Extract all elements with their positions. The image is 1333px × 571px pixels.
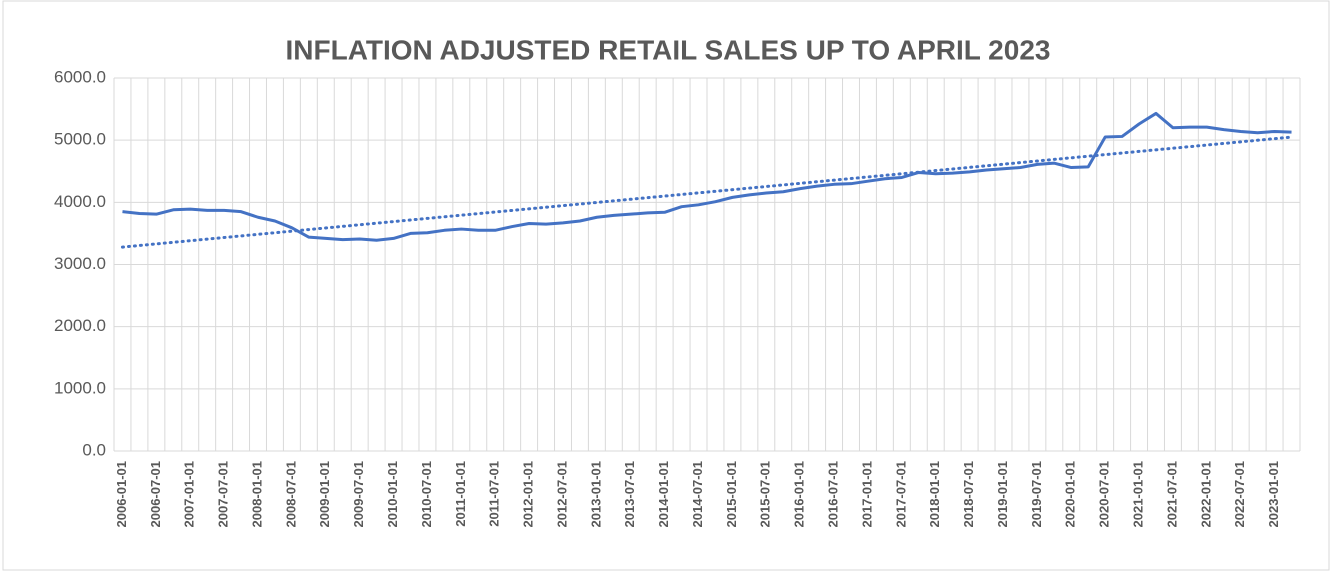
x-tick-label: 2018-07-01	[961, 461, 976, 528]
x-tick-label: 2016-01-01	[792, 461, 807, 528]
x-tick-label: 2007-07-01	[216, 461, 231, 528]
x-tick-label: 2012-01-01	[521, 461, 536, 528]
x-tick-label: 2020-07-01	[1097, 461, 1112, 528]
x-tick-label: 2012-07-01	[554, 461, 569, 528]
y-tick-label: 4000.0	[54, 192, 106, 211]
x-tick-label: 2015-07-01	[758, 461, 773, 528]
trendline	[120, 135, 1294, 249]
x-tick-label: 2010-01-01	[385, 461, 400, 528]
x-tick-label: 2006-01-01	[114, 461, 129, 528]
chart-title: INFLATION ADJUSTED RETAIL SALES UP TO AP…	[286, 34, 1051, 65]
x-tick-label: 2015-01-01	[724, 461, 739, 528]
x-tick-label: 2017-07-01	[893, 461, 908, 528]
x-tick-label: 2009-01-01	[317, 461, 332, 528]
x-tick-label: 2019-07-01	[1029, 461, 1044, 528]
x-tick-label: 2008-07-01	[283, 461, 298, 528]
x-tick-label: 2011-07-01	[487, 461, 502, 527]
x-tick-label: 2017-01-01	[859, 461, 874, 528]
x-tick-label: 2013-07-01	[622, 461, 637, 528]
x-tick-label: 2014-01-01	[656, 461, 671, 528]
x-tick-label: 2011-01-01	[453, 461, 468, 527]
y-tick-label: 5000.0	[54, 130, 106, 149]
x-tick-label: 2020-01-01	[1063, 461, 1078, 528]
x-tick-label: 2008-01-01	[249, 461, 264, 528]
x-tick-label: 2018-01-01	[927, 461, 942, 528]
x-tick-label: 2022-01-01	[1198, 461, 1213, 528]
y-tick-label: 0.0	[82, 440, 106, 459]
x-tick-label: 2019-01-01	[995, 461, 1010, 528]
x-tick-label: 2014-07-01	[690, 461, 705, 528]
x-tick-label: 2013-01-01	[588, 461, 603, 528]
x-tick-label: 2021-07-01	[1164, 461, 1179, 528]
x-tick-label: 2010-07-01	[419, 461, 434, 528]
x-tick-label: 2023-01-01	[1266, 461, 1281, 528]
y-tick-label: 6000.0	[54, 67, 106, 86]
y-tick-label: 1000.0	[54, 378, 106, 397]
y-tick-label: 2000.0	[54, 316, 106, 335]
x-tick-label: 2006-07-01	[148, 461, 163, 528]
y-tick-label: 3000.0	[54, 254, 106, 273]
x-tick-label: 2007-01-01	[182, 461, 197, 528]
x-tick-label: 2021-01-01	[1130, 461, 1145, 528]
x-tick-label: 2016-07-01	[826, 461, 841, 528]
x-tick-label: 2009-07-01	[351, 461, 366, 528]
series-line	[122, 111, 1292, 242]
x-tick-label: 2022-07-01	[1232, 461, 1247, 528]
